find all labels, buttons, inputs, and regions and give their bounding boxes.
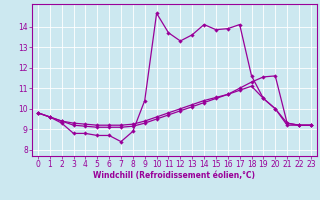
X-axis label: Windchill (Refroidissement éolien,°C): Windchill (Refroidissement éolien,°C) xyxy=(93,171,255,180)
